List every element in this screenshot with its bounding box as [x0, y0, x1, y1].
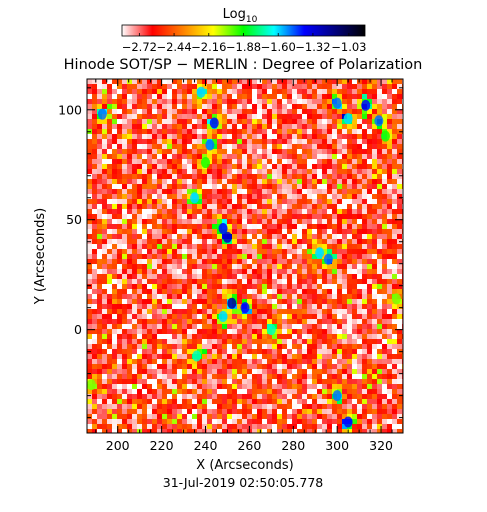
polarization-feature	[209, 117, 219, 129]
polarization-feature	[196, 86, 206, 98]
polarization-feature	[380, 130, 390, 142]
x-tick-label: 260	[237, 438, 261, 453]
x-tick-label: 280	[281, 438, 305, 453]
colorbar-tick-label: −1.32	[295, 40, 330, 54]
y-tick-label: 0	[74, 322, 82, 337]
polarization-feature	[343, 113, 353, 125]
x-axis: 200 220 240 260 280 300 320	[95, 79, 404, 453]
polarization-feature	[240, 302, 250, 314]
colorbar-tick-label: −2.44	[156, 40, 191, 54]
colorbar-tick-label: −1.60	[261, 40, 296, 54]
colorbar-label: Log10	[223, 7, 258, 25]
polarization-feature	[332, 390, 342, 402]
polarization-feature	[218, 223, 228, 235]
polarization-feature	[218, 310, 228, 322]
y-axis: 0 50 100	[58, 87, 403, 419]
x-tick-label: 200	[106, 438, 130, 453]
y-tick-label: 50	[66, 212, 82, 227]
x-axis-label: X (Arcseconds)	[196, 458, 293, 473]
chart-title: Hinode SOT/SP − MERLIN : Degree of Polar…	[64, 57, 423, 73]
x-tick-label: 300	[325, 438, 349, 453]
polarization-feature	[343, 416, 353, 428]
colorbar-tick-label: −1.03	[331, 40, 366, 54]
x-tick-label: 240	[194, 438, 218, 453]
y-tick-label: 100	[58, 102, 82, 117]
x-tick-label: 220	[150, 438, 174, 453]
polarization-feature	[332, 97, 342, 109]
polarization-feature	[205, 139, 215, 151]
colorbar-tick-label: −2.16	[191, 40, 226, 54]
y-axis-label: Y (Arcseconds)	[33, 208, 48, 305]
polarization-feature	[201, 157, 210, 169]
polarization-feature	[97, 108, 107, 120]
timestamp: 31-Jul-2019 02:50:05.778	[163, 475, 324, 490]
polarization-feature	[391, 293, 401, 305]
polarization-feature	[190, 192, 200, 204]
polarization-feature	[315, 247, 325, 259]
x-tick-label: 320	[369, 438, 393, 453]
polarization-feature	[222, 231, 232, 243]
polarization-feature	[361, 99, 371, 111]
colorbar-ticks: −2.72 −2.44 −2.16 −1.88 −1.60 −1.32 −1.03	[122, 33, 367, 54]
colorbar-tick-label: −1.88	[226, 40, 261, 54]
polarization-feature	[323, 253, 333, 265]
polarization-feature	[86, 379, 96, 391]
polarization-feature	[266, 324, 276, 336]
polarization-feature	[192, 350, 202, 362]
plot-frame	[86, 78, 404, 434]
polarization-feature	[227, 297, 237, 309]
colorbar-tick-label: −2.72	[122, 40, 157, 54]
polarization-feature	[374, 115, 384, 127]
heatmap-image	[86, 79, 403, 433]
